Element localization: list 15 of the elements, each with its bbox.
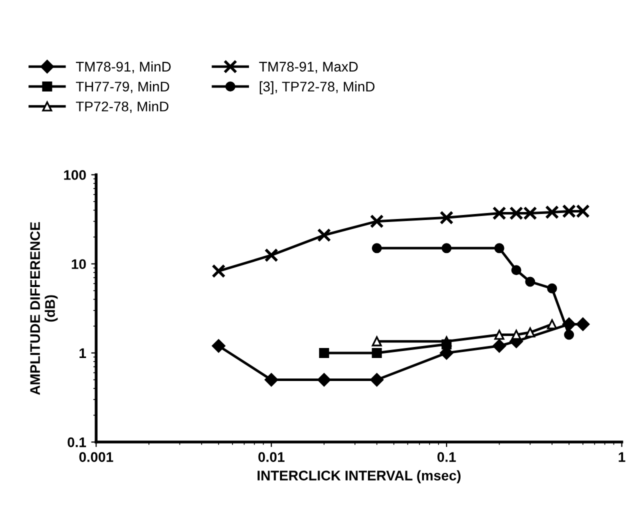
legend-label: TP72-78, MinD [76,101,168,114]
legend-label: TH77-79, MinD [76,81,170,94]
y-tick-label: 10 [72,259,86,270]
y-tick-label: 1 [80,348,86,358]
legend-label: [3], TP72-78, MinD [260,81,374,94]
x-tick-label: 1 [618,452,626,462]
y-axis-title: AMPLITUDE DIFFERENCE (dB) [30,222,58,395]
x-tick-label: 0.01 [258,452,284,462]
legend-label: TM78-91, MinD [76,61,171,74]
y-tick-label: 0.1 [68,437,86,448]
legend-label: TM78-91, MaxD [259,62,358,74]
x-tick-label: 0.001 [79,452,114,462]
x-tick-label: 0.1 [437,452,456,462]
y-tick-label: 100 [64,170,86,180]
x-axis-title: INTERCLICK INTERVAL (msec) [258,470,461,484]
